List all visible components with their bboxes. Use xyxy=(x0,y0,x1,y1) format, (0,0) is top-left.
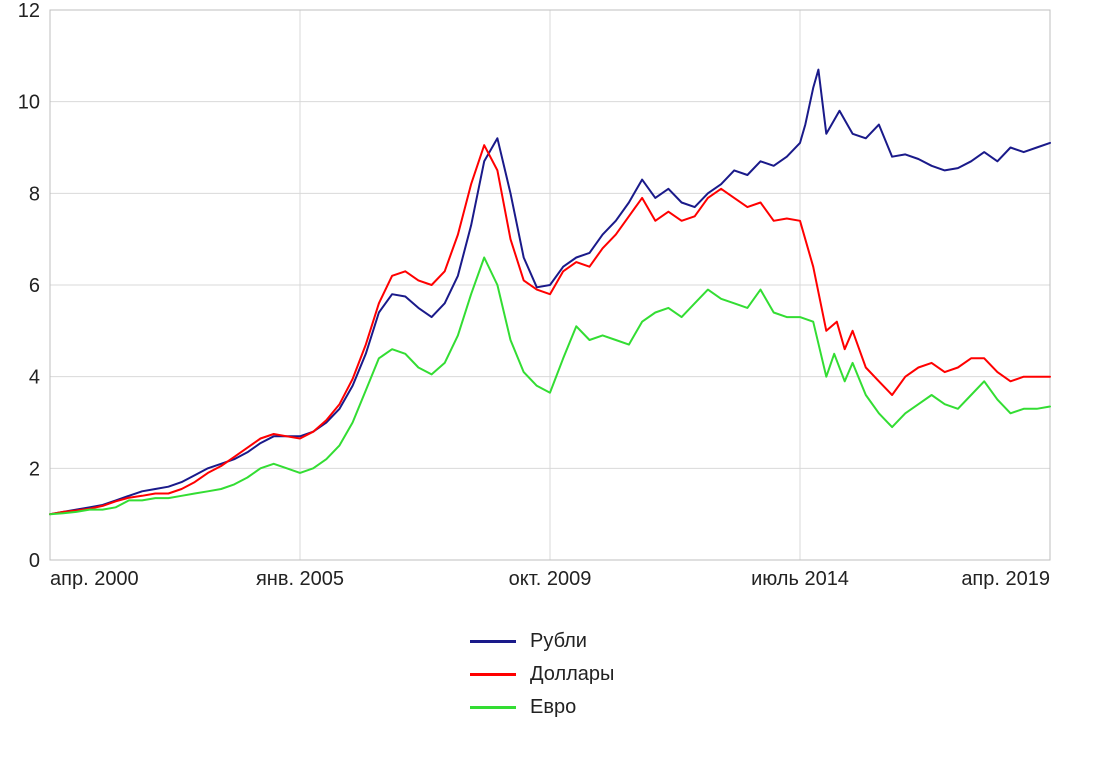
legend-label-rub: Рубли xyxy=(530,630,587,653)
line-chart: 0 2 4 6 8 10 12 апр. 2000 янв. 2005 окт. 2009 июль… xyxy=(0,0,1095,763)
legend-swatch-rub xyxy=(470,640,516,643)
legend-item-rub: Рубли xyxy=(470,630,614,653)
legend-label-usd: Доллары xyxy=(530,663,614,686)
svg-text:2: 2 xyxy=(29,458,40,480)
svg-text:янв. 2005: янв. 2005 xyxy=(256,568,344,590)
svg-text:10: 10 xyxy=(18,92,40,114)
svg-text:апр. 2000: апр. 2000 xyxy=(50,568,139,590)
chart-svg: 0 2 4 6 8 10 12 апр. 2000 янв. 2005 окт. 2009 июль… xyxy=(0,0,1095,600)
svg-text:12: 12 xyxy=(18,0,40,22)
legend: Рубли Доллары Евро xyxy=(470,620,614,729)
legend-swatch-eur xyxy=(470,706,516,709)
svg-text:4: 4 xyxy=(29,367,40,389)
legend-item-eur: Евро xyxy=(470,696,614,719)
legend-item-usd: Доллары xyxy=(470,663,614,686)
legend-swatch-usd xyxy=(470,673,516,676)
legend-label-eur: Евро xyxy=(530,696,576,719)
svg-text:апр. 2019: апр. 2019 xyxy=(961,568,1050,590)
svg-text:6: 6 xyxy=(29,275,40,297)
svg-text:окт. 2009: окт. 2009 xyxy=(509,568,592,590)
svg-text:8: 8 xyxy=(29,183,40,205)
svg-text:0: 0 xyxy=(29,550,40,572)
svg-text:июль 2014: июль 2014 xyxy=(751,568,849,590)
